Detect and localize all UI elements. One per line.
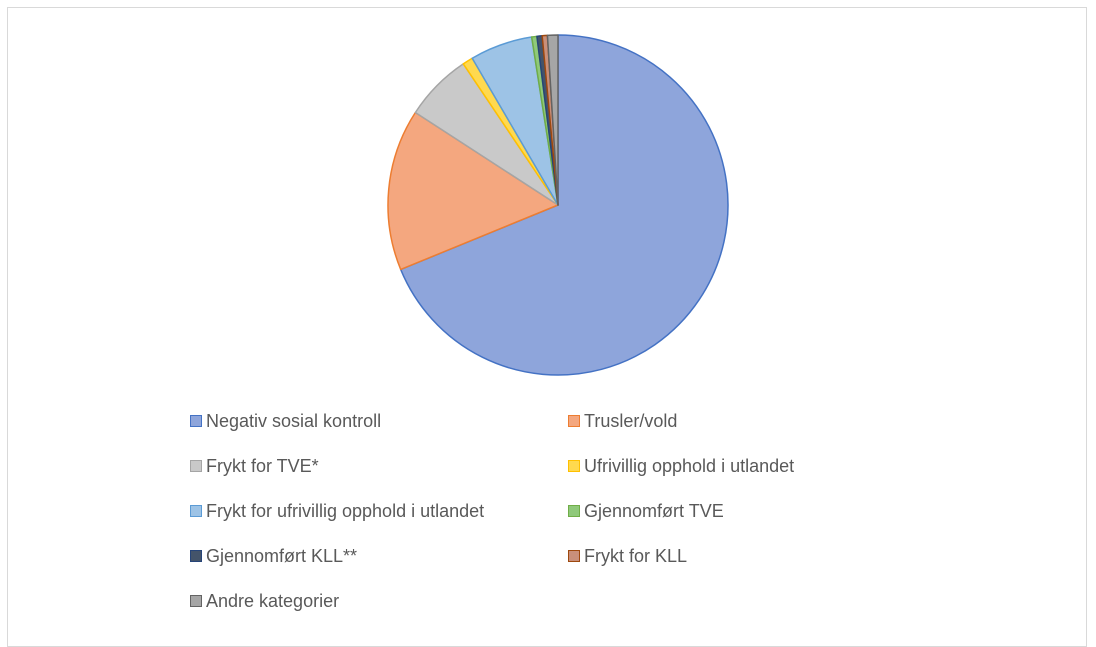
legend-swatch bbox=[190, 460, 202, 472]
legend-label: Andre kategorier bbox=[206, 591, 340, 611]
legend-label: Trusler/vold bbox=[584, 411, 678, 431]
legend-label: Ufrivillig opphold i utlandet bbox=[584, 456, 795, 476]
legend-swatch bbox=[568, 505, 580, 517]
legend-item: Gjennomført TVE bbox=[568, 500, 724, 522]
legend-swatch bbox=[190, 550, 202, 562]
legend-swatch bbox=[568, 415, 580, 427]
legend-item: Trusler/vold bbox=[568, 410, 677, 432]
legend-swatch bbox=[190, 505, 202, 517]
legend-swatch bbox=[568, 460, 580, 472]
legend-item: Gjennomført KLL** bbox=[190, 545, 357, 567]
legend-item: Ufrivillig opphold i utlandet bbox=[568, 455, 794, 477]
legend-swatch bbox=[190, 415, 202, 427]
legend-label: Frykt for TVE* bbox=[206, 456, 319, 476]
pie-slice-2 bbox=[387, 111, 559, 271]
legend-label: Frykt for KLL bbox=[584, 546, 688, 566]
legend-item: Frykt for ufrivillig opphold i utlandet bbox=[190, 500, 484, 522]
pie-chart bbox=[387, 34, 729, 376]
legend-label: Gjennomført TVE bbox=[584, 501, 724, 521]
legend-item: Negativ sosial kontroll bbox=[190, 410, 381, 432]
legend-label: Frykt for ufrivillig opphold i utlandet bbox=[206, 501, 485, 521]
legend-item: Andre kategorier bbox=[190, 590, 339, 612]
pie-slice-1 bbox=[399, 34, 729, 376]
legend-item: Frykt for KLL bbox=[568, 545, 687, 567]
legend-swatch bbox=[568, 550, 580, 562]
pie-slice-9 bbox=[546, 34, 559, 206]
legend-swatch bbox=[190, 595, 202, 607]
legend-label: Negativ sosial kontroll bbox=[206, 411, 382, 431]
legend-item: Frykt for TVE* bbox=[190, 455, 319, 477]
legend-label: Gjennomført KLL** bbox=[206, 546, 358, 566]
